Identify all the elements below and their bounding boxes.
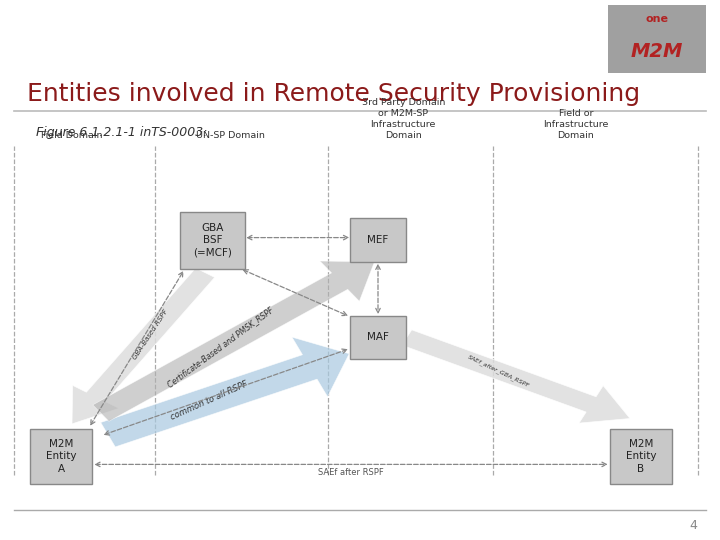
FancyBboxPatch shape [180,212,245,269]
Text: Field Domain: Field Domain [41,131,103,140]
FancyBboxPatch shape [30,429,92,484]
Text: MEF: MEF [367,235,389,245]
Text: SAEf_after_GBA_RSPF: SAEf_after_GBA_RSPF [467,354,531,388]
Text: M2M
Entity
B: M2M Entity B [626,439,656,474]
Polygon shape [101,337,349,447]
Polygon shape [72,268,215,424]
FancyBboxPatch shape [350,218,406,262]
Text: 4: 4 [689,519,697,532]
Text: 3rd Party Domain
or M2M-SP
Infrastructure
Domain: 3rd Party Domain or M2M-SP Infrastructur… [361,98,445,140]
Text: M2M: M2M [631,42,683,61]
Text: common to all RSPF: common to all RSPF [169,380,249,422]
Text: MAF: MAF [367,333,389,342]
Polygon shape [402,330,630,423]
FancyBboxPatch shape [608,5,706,73]
Text: GBA
BSF
(=MCF): GBA BSF (=MCF) [193,223,232,258]
Text: Certificate-Based and PMSK_RSPF: Certificate-Based and PMSK_RSPF [166,305,275,389]
Text: GBA-Based RSPF: GBA-Based RSPF [132,309,169,361]
FancyBboxPatch shape [610,429,672,484]
Text: Figure 6.1.2.1-1 inTS-0003:: Figure 6.1.2.1-1 inTS-0003: [36,126,207,139]
Text: Entities involved in Remote Security Provisioning: Entities involved in Remote Security Pro… [27,83,641,106]
Polygon shape [93,261,374,421]
Text: UN-SP Domain: UN-SP Domain [196,131,265,140]
Text: one: one [645,14,668,24]
FancyBboxPatch shape [350,315,406,360]
Text: Field or
Infrastructure
Domain: Field or Infrastructure Domain [544,109,608,140]
Text: SAEf after RSPF: SAEf after RSPF [318,468,384,477]
Text: M2M
Entity
A: M2M Entity A [46,439,76,474]
